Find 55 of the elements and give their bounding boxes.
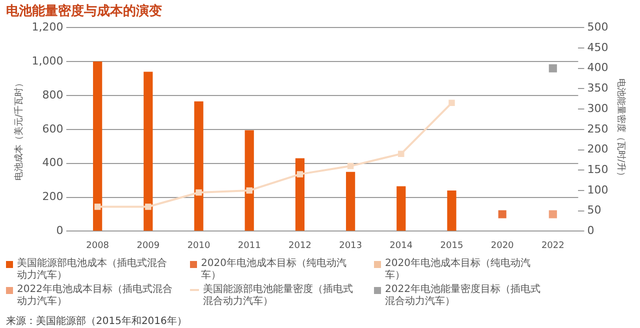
x-tick-label: 2009 [136,240,160,251]
bar [447,190,456,231]
chart-title: 电池能量密度与成本的演变 [6,2,162,20]
x-tick-label: 2012 [288,240,312,251]
point [94,204,101,210]
y-tick-label: 200 [42,190,64,204]
x-tick-label: 2022 [541,240,564,251]
point [347,162,354,170]
point [448,100,455,106]
bar [244,130,254,231]
y2-axis-title: 电池能量密度（瓦时/升） [615,78,626,180]
y-tick-label: 800 [42,88,64,102]
bar [194,101,204,231]
point [246,187,252,194]
y2-tick-label: 400 [587,61,608,74]
x-tick-label: 2010 [187,240,210,251]
y2-tick-label: 100 [587,183,608,196]
bar [346,172,356,231]
legend-label: 美国能源部电池能量密度（插电式混合动力汽车） [203,284,354,308]
point [296,171,304,178]
y-tick-label: 400 [42,156,64,170]
y2-tick-label: 350 [587,82,608,95]
y2-tick-label: 200 [587,142,608,156]
y-axis-title: 电池成本（美元/千瓦时） [14,78,25,180]
legend-label: 2022年电池能量密度目标（插电式混合动力汽车） [385,284,542,308]
point [196,189,202,196]
bar [144,72,153,231]
x-tick-label: 2011 [238,240,261,251]
bar [93,62,102,231]
x-tick-label: 2015 [440,240,464,251]
x-tick-label: 2008 [86,240,110,251]
y2-tick-label: 250 [587,122,608,136]
y2-tick-label: 300 [587,102,608,115]
x-tick-label: 2013 [339,240,362,251]
y2-tick-label: 500 [587,20,608,34]
legend-label: 2022年电池成本目标（插电式混合动力汽车） [17,284,174,308]
legend-label: 美国能源部电池成本（插电式混合动力汽车） [17,258,168,282]
y2-tick-label: 150 [587,162,608,176]
bar [295,158,305,231]
y2-tick-label: 0 [587,224,594,238]
legend-label: 2020年电池成本目标（纯电动汽车） [201,258,348,282]
x-tick-label: 2020 [490,240,514,251]
y-tick-label: 1,000 [32,54,64,68]
y2-tick-label: 450 [587,40,608,54]
y2-tick-label: 50 [587,204,602,217]
y-tick-label: 0 [56,224,64,238]
point [398,150,404,157]
x-tick-label: 2014 [390,240,413,251]
y-tick-label: 600 [42,122,64,136]
point [548,64,557,72]
bar [396,186,406,231]
legend-label: 2020年电池成本目标（纯电动汽车） [385,258,532,282]
point [145,204,152,210]
source-note: 来源：美国能源部（2015年和2016年） [6,314,187,328]
y-tick-label: 1,200 [32,20,64,34]
